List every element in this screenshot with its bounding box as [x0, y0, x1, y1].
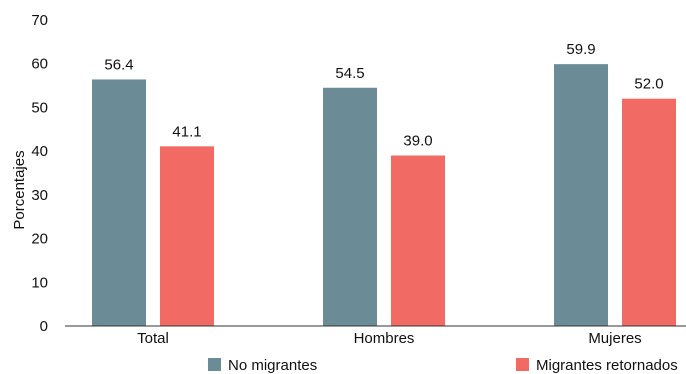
y-tick-label-7: 70 [31, 12, 48, 29]
bar-value-label-total-series-1: 41.1 [172, 123, 201, 140]
bar-value-label-hombres-series-0: 54.5 [335, 65, 364, 82]
x-tick-label-mujeres: Mujeres [588, 330, 641, 347]
legend-swatch-0 [208, 358, 221, 371]
bar-value-label-hombres-series-1: 39.0 [403, 133, 432, 150]
legend-label-1: Migrantes retornados [536, 357, 678, 374]
bar-value-label-mujeres-series-0: 59.9 [566, 41, 595, 58]
x-axis-ticks: Total Hombres Mujeres [137, 330, 642, 347]
bars [92, 64, 676, 326]
bar-total-series-1 [160, 146, 214, 326]
bar-mujeres-series-1 [622, 98, 676, 326]
y-tick-label-6: 60 [31, 56, 48, 73]
y-axis-ticks: 0 10 20 30 40 50 60 70 [31, 12, 48, 335]
legend-label-0: No migrantes [228, 357, 317, 374]
y-tick-label-0: 0 [40, 318, 48, 335]
y-tick-label-4: 40 [31, 143, 48, 160]
x-tick-label-hombres: Hombres [354, 330, 415, 347]
bar-mujeres-series-0 [554, 64, 608, 326]
x-tick-label-total: Total [137, 330, 169, 347]
bar-value-label-mujeres-series-1: 52.0 [634, 76, 663, 93]
y-tick-label-5: 50 [31, 99, 48, 116]
y-tick-label-2: 20 [31, 231, 48, 248]
bar-total-series-0 [92, 79, 146, 326]
y-tick-label-3: 30 [31, 187, 48, 204]
y-axis-label: Porcentajes [11, 150, 28, 229]
bar-hombres-series-0 [323, 87, 377, 326]
y-tick-label-1: 10 [31, 274, 48, 291]
bar-value-label-total-series-0: 56.4 [104, 56, 133, 73]
bar-value-labels: 56.4 41.1 54.5 39.0 59.9 52.0 [104, 41, 663, 149]
legend-swatch-1 [516, 358, 529, 371]
bar-hombres-series-1 [391, 155, 445, 326]
legend: No migrantes Migrantes retornados [208, 357, 678, 374]
